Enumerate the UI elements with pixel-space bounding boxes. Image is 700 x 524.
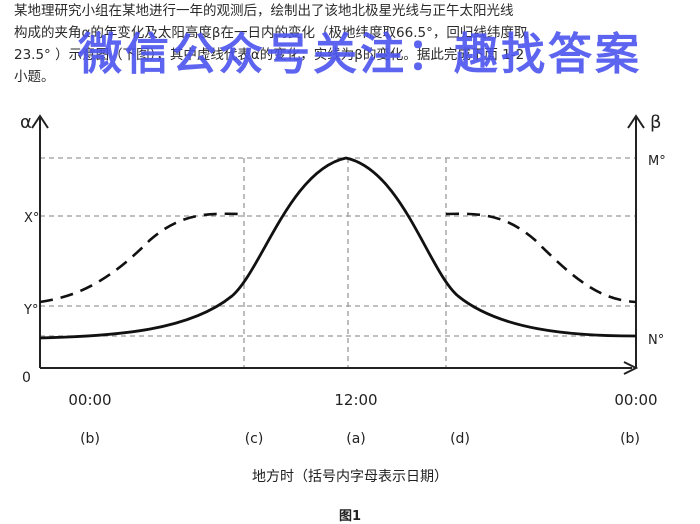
tick-label-y-degree: Y°: [23, 303, 38, 318]
grid: [40, 157, 636, 368]
date-label: (b): [620, 431, 640, 447]
date-label: (d): [450, 431, 470, 447]
x-axis-arrow-icon: [623, 361, 639, 375]
tick-label-n-degree: N°: [648, 333, 664, 348]
tick-label-x-degree: X°: [24, 211, 39, 226]
beta-series-line: [39, 156, 637, 340]
axes: [31, 114, 645, 375]
date-label: (a): [346, 431, 366, 447]
watermark: 微信公众号关注：趣找答案: [78, 29, 642, 80]
figure-title: 图1: [338, 509, 362, 524]
question-text: 某地理研究小组在某地进行一年的观测后，绘制出了该地北极星光线与正午太阳光线 构成…: [14, 0, 690, 88]
right-axis-label: β: [650, 112, 662, 133]
date-label: (b): [80, 431, 100, 447]
tick-label-m-degree: M°: [648, 154, 666, 169]
question-line: 某地理研究小组在某地进行一年的观测后，绘制出了该地北极星光线与正午太阳光线: [14, 3, 514, 19]
origin-label: 0: [22, 370, 31, 386]
question-line: 23.5° ）示意图（下图），其中虚线代表α的变化，实线为β的变化。据此完成下面…: [14, 47, 525, 63]
x-tick-label: 00:00: [614, 391, 657, 409]
x-axis-caption: 地方时（括号内字母表示日期）: [252, 469, 448, 485]
right-axis-arrow-icon: [627, 114, 645, 129]
question-line: 构成的夹角α的年变化及太阳高度β在一日内的变化（极地纬度取66.5°，回归线纬度…: [14, 25, 528, 41]
alpha-series-line: [39, 212, 637, 304]
x-tick-label: 12:00: [334, 391, 377, 409]
left-axis-arrow-icon: [31, 114, 49, 129]
left-axis-label: α: [20, 112, 32, 133]
x-tick-label: 00:00: [68, 391, 111, 409]
date-label: (c): [245, 431, 264, 447]
question-line: 小题。: [14, 69, 55, 85]
